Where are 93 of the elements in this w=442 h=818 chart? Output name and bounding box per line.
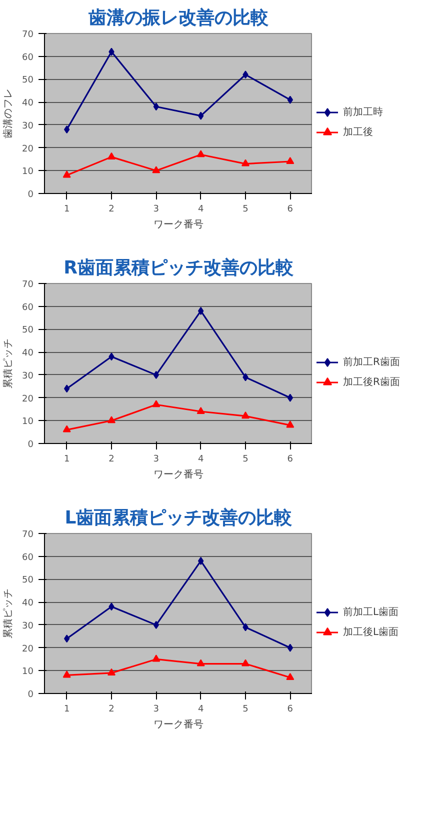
point xyxy=(64,126,70,134)
x-tick-label: 5 xyxy=(242,204,248,214)
point xyxy=(152,654,160,662)
y-tick-label: 70 xyxy=(22,30,34,40)
x-tick-label: 4 xyxy=(198,204,204,214)
y-tick-label: 50 xyxy=(22,576,34,586)
point xyxy=(286,672,294,680)
x-tick-label: 4 xyxy=(198,454,204,464)
point xyxy=(198,112,204,120)
legend-label: 前加工L歯面 xyxy=(343,606,399,618)
x-tick-label: 2 xyxy=(108,704,114,714)
point xyxy=(152,166,160,174)
y-tick-label: 40 xyxy=(22,348,34,359)
chart-title: L歯面累積ピッチ改善の比較 xyxy=(64,508,294,528)
x-axis-title: ワーク番号 xyxy=(154,718,204,730)
point xyxy=(196,659,205,666)
point xyxy=(242,659,250,666)
point xyxy=(108,668,116,676)
x-tick-label: 6 xyxy=(287,204,294,214)
x-axis-title: ワーク番号 xyxy=(154,218,204,230)
x-tick-label: 2 xyxy=(108,204,114,214)
y-tick-label: 10 xyxy=(22,417,34,428)
legend-label: 加工後R歯面 xyxy=(343,376,400,388)
y-tick-label: 0 xyxy=(28,440,34,450)
x-tick-label: 1 xyxy=(64,204,70,214)
y-tick-label: 0 xyxy=(28,190,34,200)
legend-label: 前加工R歯面 xyxy=(343,356,400,368)
point xyxy=(108,416,116,424)
point xyxy=(287,644,293,652)
y-tick-label: 20 xyxy=(22,394,34,404)
x-tick-label: 1 xyxy=(64,454,70,464)
y-tick-label: 60 xyxy=(22,52,34,63)
y-tick-label: 30 xyxy=(22,621,34,632)
y-tick-label: 10 xyxy=(22,667,34,678)
point xyxy=(242,412,250,419)
y-tick-label: 0 xyxy=(28,690,34,700)
point xyxy=(64,634,70,643)
chart-title: 歯溝の振レ改善の比較 xyxy=(88,8,270,28)
legend-label: 前加工時 xyxy=(343,106,383,118)
point xyxy=(286,156,294,164)
y-tick-label: 70 xyxy=(22,280,34,290)
point xyxy=(153,102,159,111)
point xyxy=(108,152,116,160)
y-tick-label: 50 xyxy=(22,76,34,86)
y-tick-label: 60 xyxy=(22,302,34,313)
x-tick-label: 6 xyxy=(287,454,294,464)
y-tick-label: 40 xyxy=(22,98,34,109)
point xyxy=(153,370,159,379)
y-axis-title: 歯溝のフレ xyxy=(2,88,14,138)
point xyxy=(152,400,160,408)
y-tick-label: 20 xyxy=(22,644,34,654)
x-tick-label: 5 xyxy=(242,454,248,464)
y-axis-title: 累積ピッチ xyxy=(2,588,14,638)
x-tick-label: 3 xyxy=(153,204,160,214)
y-tick-label: 30 xyxy=(22,121,34,132)
y-tick-label: 30 xyxy=(22,371,34,382)
point xyxy=(62,170,71,178)
x-axis-title: ワーク番号 xyxy=(154,468,204,480)
x-tick-label: 5 xyxy=(242,704,248,714)
point xyxy=(153,620,159,629)
point xyxy=(108,352,114,361)
point xyxy=(196,406,205,414)
y-tick-label: 10 xyxy=(22,167,34,178)
x-tick-label: 3 xyxy=(153,704,160,714)
point xyxy=(286,420,294,428)
x-tick-label: 2 xyxy=(108,454,114,464)
x-tick-label: 1 xyxy=(64,704,70,714)
y-tick-label: 40 xyxy=(22,598,34,609)
point xyxy=(198,556,204,565)
point xyxy=(242,159,250,166)
x-tick-label: 6 xyxy=(287,704,294,714)
y-tick-label: 70 xyxy=(22,530,34,540)
x-tick-label: 4 xyxy=(198,704,204,714)
point xyxy=(287,96,293,104)
point xyxy=(196,150,205,158)
point xyxy=(242,373,248,382)
y-axis-title: 累積ピッチ xyxy=(2,338,14,388)
point xyxy=(64,384,70,393)
legend-label: 加工後 xyxy=(343,126,373,138)
point xyxy=(108,602,114,611)
point xyxy=(62,425,71,432)
chart-title: R歯面累積ピッチ改善の比較 xyxy=(64,258,294,278)
y-tick-label: 50 xyxy=(22,326,34,336)
point xyxy=(242,70,248,79)
point xyxy=(287,394,293,402)
point xyxy=(108,48,114,56)
legend-label: 加工後L歯面 xyxy=(343,626,399,638)
point xyxy=(242,623,248,632)
y-tick-label: 20 xyxy=(22,144,34,154)
y-tick-label: 60 xyxy=(22,552,34,563)
point xyxy=(198,306,204,315)
point xyxy=(62,670,71,678)
x-tick-label: 3 xyxy=(153,454,160,464)
